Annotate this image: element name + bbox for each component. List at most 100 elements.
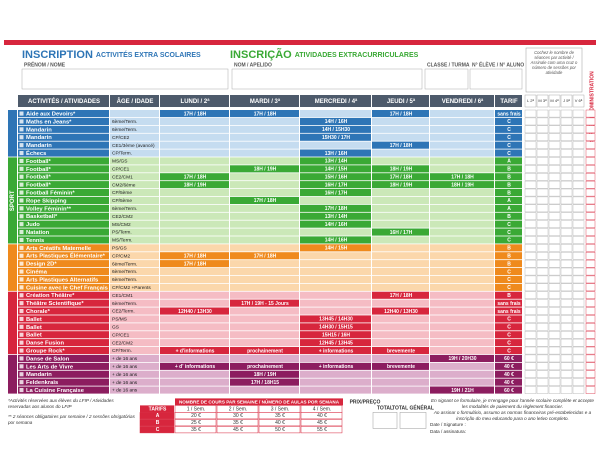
column-header (18, 95, 109, 107)
signature-holder: En signant ce formulaire, je m'engage po… (430, 398, 594, 434)
activity-name: Les Arts de Vivre (26, 364, 74, 370)
pricing-text: 50 € (275, 427, 285, 433)
pricing-cell (216, 419, 259, 427)
admin-cell (585, 362, 596, 371)
age-text: 6ème/Term. (112, 127, 137, 133)
activity-cell (18, 244, 109, 252)
slot-cell (372, 173, 429, 181)
tarif-text: 60 € (504, 388, 514, 394)
check-box (536, 165, 549, 173)
age-cell (110, 275, 159, 283)
slot-time: 17H / 18H (254, 111, 277, 117)
slot-cell (300, 307, 371, 315)
column-header (495, 95, 522, 107)
check-box (524, 307, 537, 315)
tarif-text: A (507, 159, 511, 165)
table: ACTIVITÉS / ATIVIDADES ÂGE / IDADE LUNDI /… (8, 94, 596, 394)
tarif-cell (495, 149, 522, 157)
check-box (548, 283, 561, 292)
group-label: SPORT (10, 190, 16, 211)
check-box (560, 204, 573, 213)
check-box (572, 180, 585, 189)
signature-text: Ao assinar o formulário, assumo as norma… (433, 410, 592, 421)
day-box-header (560, 94, 573, 108)
tarif-text: A (507, 206, 511, 212)
activity-name: Ballet (26, 317, 42, 323)
tarif-cell (495, 173, 522, 181)
slot-cell (430, 133, 494, 141)
slot-cell (430, 181, 494, 189)
slot-cell (300, 275, 371, 283)
check-box (536, 307, 549, 315)
slot-cell (372, 275, 429, 283)
slot-cell (160, 165, 229, 173)
age-cell (110, 173, 159, 181)
admin-cell (585, 283, 596, 292)
activity-icon (19, 174, 24, 179)
tarif-text: sans frais (497, 111, 521, 117)
tarif-cell (495, 370, 522, 378)
age-text: PS/Term. (112, 230, 132, 236)
slot-time: + d'informations (176, 348, 215, 354)
group-band (8, 291, 17, 355)
slot-cell (430, 110, 494, 118)
activity-icon (19, 316, 24, 321)
admin-cell (585, 386, 596, 394)
age-cell (110, 236, 159, 244)
check-box (536, 172, 549, 181)
admin-cell (585, 149, 596, 157)
slot-cell (300, 110, 371, 118)
pricing-cell (139, 426, 175, 434)
slot-cell (160, 378, 229, 386)
check-box (560, 370, 573, 379)
activity-icon (19, 127, 24, 132)
slot-cell (300, 260, 371, 268)
check-box (560, 149, 573, 157)
slot-cell (372, 386, 429, 394)
activity-cell (18, 378, 109, 386)
check-box (524, 267, 537, 276)
activity-icon (19, 143, 24, 148)
slot-cell (430, 362, 494, 370)
check-box (548, 354, 561, 363)
slot-cell (230, 244, 299, 252)
activity-icon (19, 364, 24, 369)
tarif-text: sans frais (497, 301, 521, 307)
slot-time: 17H / 18H (184, 174, 207, 180)
tarif-text: C (507, 135, 511, 141)
age-cell (110, 260, 159, 268)
check-box (524, 157, 537, 165)
check-box (572, 299, 585, 307)
slot-cell (430, 252, 494, 260)
activity-cell (18, 260, 109, 268)
check-box (524, 212, 537, 220)
age-cell (110, 347, 159, 355)
field-label: PRÉNOM / NOME (24, 60, 66, 68)
check-box (548, 149, 561, 157)
slot-time: 17H / 18H (184, 261, 207, 267)
activity-cell (18, 173, 109, 181)
slot-cell (430, 386, 494, 394)
activity-icon (19, 372, 24, 377)
activity-icon (19, 237, 24, 242)
check-box (548, 259, 561, 268)
tarif-cell (495, 204, 522, 212)
check-box (524, 204, 537, 213)
tarif-text: B (507, 190, 511, 196)
note-holder: ** 2 séances obligatoires par semaine / … (8, 414, 135, 425)
activity-icon (19, 348, 24, 353)
tarif-cell (495, 323, 522, 331)
slot-cell (160, 110, 229, 118)
slot-cell (230, 252, 299, 260)
tarif-text: C (507, 317, 511, 323)
admin-cell (585, 307, 596, 315)
admin-cell (585, 212, 596, 220)
slot-cell (300, 299, 371, 307)
slot-cell (230, 157, 299, 165)
slot-cell (372, 157, 429, 165)
slot-cell (160, 362, 229, 370)
check-box (548, 386, 561, 394)
day-box-label: M 4ª (550, 98, 559, 103)
tarif-cell (495, 189, 522, 197)
tarif-cell (495, 354, 522, 362)
